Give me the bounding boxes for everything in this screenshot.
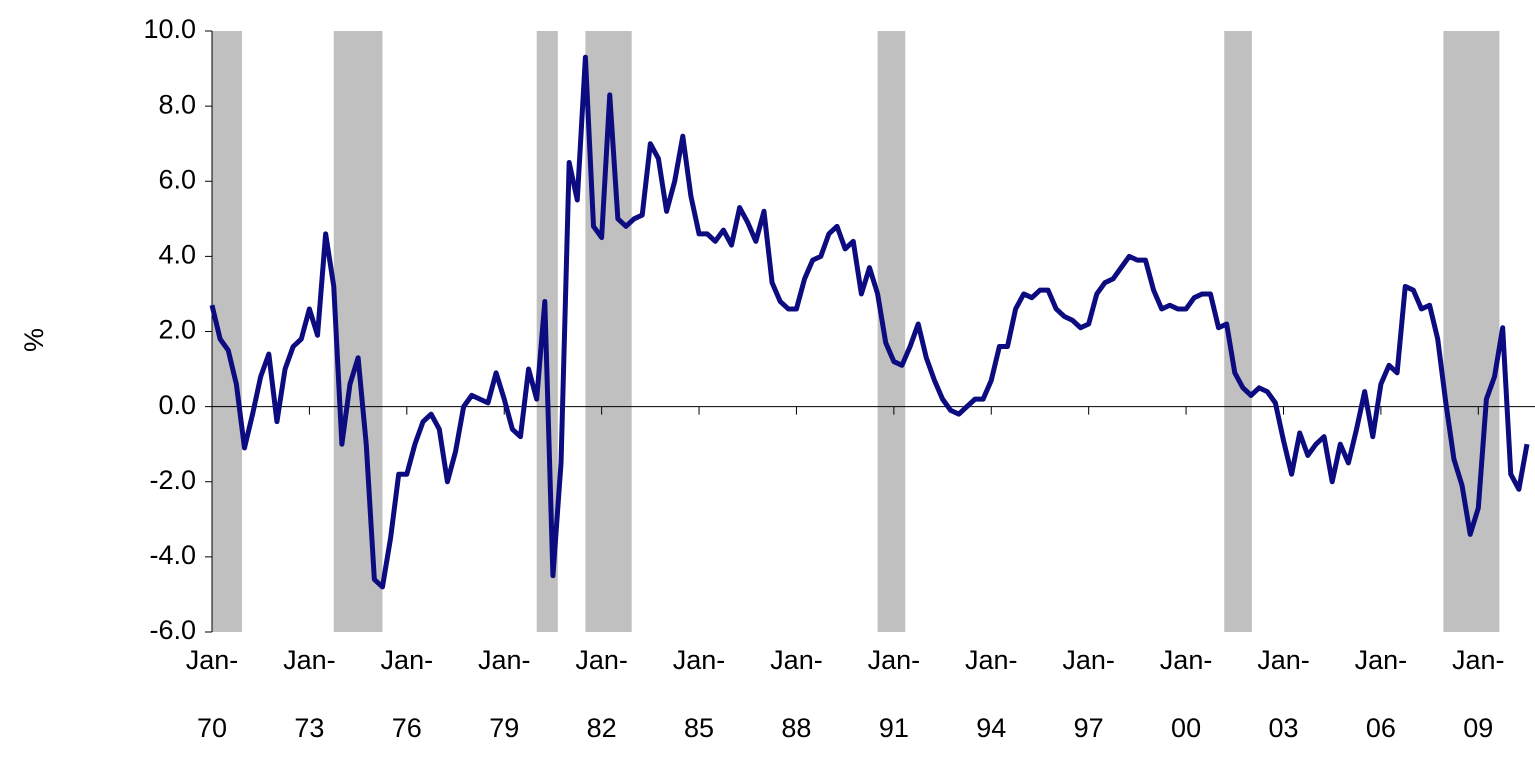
x-tick-label: Jan-94 xyxy=(965,645,1018,743)
y-tick-label: 4.0 xyxy=(158,240,196,270)
x-tick-label: Jan-76 xyxy=(381,645,434,743)
y-tick-label: 6.0 xyxy=(158,164,196,194)
y-tick-label: -4.0 xyxy=(149,540,196,570)
y-tick-label: 10.0 xyxy=(143,14,196,44)
x-tick-label: Jan-73 xyxy=(283,645,336,743)
y-tick-label: 0.0 xyxy=(158,390,196,420)
recession-band xyxy=(1443,31,1500,632)
x-tick-label: Jan-03 xyxy=(1257,645,1310,743)
y-tick-label: 8.0 xyxy=(158,89,196,119)
x-tick-label: Jan-79 xyxy=(478,645,531,743)
y-tick-label: -6.0 xyxy=(149,615,196,645)
x-tick-label: Jan-88 xyxy=(770,645,823,743)
data-line xyxy=(209,54,1530,590)
x-tick-label: Jan-06 xyxy=(1355,645,1408,743)
x-tick-label: Jan-70 xyxy=(186,645,239,743)
recession-band xyxy=(333,31,383,632)
x-tick-label: Jan-09 xyxy=(1452,645,1505,743)
x-tick-label: Jan-82 xyxy=(575,645,628,743)
y-tick-label: -2.0 xyxy=(149,465,196,495)
x-tick-label: Jan-97 xyxy=(1062,645,1115,743)
x-tick-label: Jan-91 xyxy=(868,645,921,743)
y-tick-label: 2.0 xyxy=(158,315,196,345)
x-tick-label: Jan-00 xyxy=(1160,645,1213,743)
x-tick-label: Jan-85 xyxy=(673,645,726,743)
y-axis-label: % xyxy=(19,328,49,352)
